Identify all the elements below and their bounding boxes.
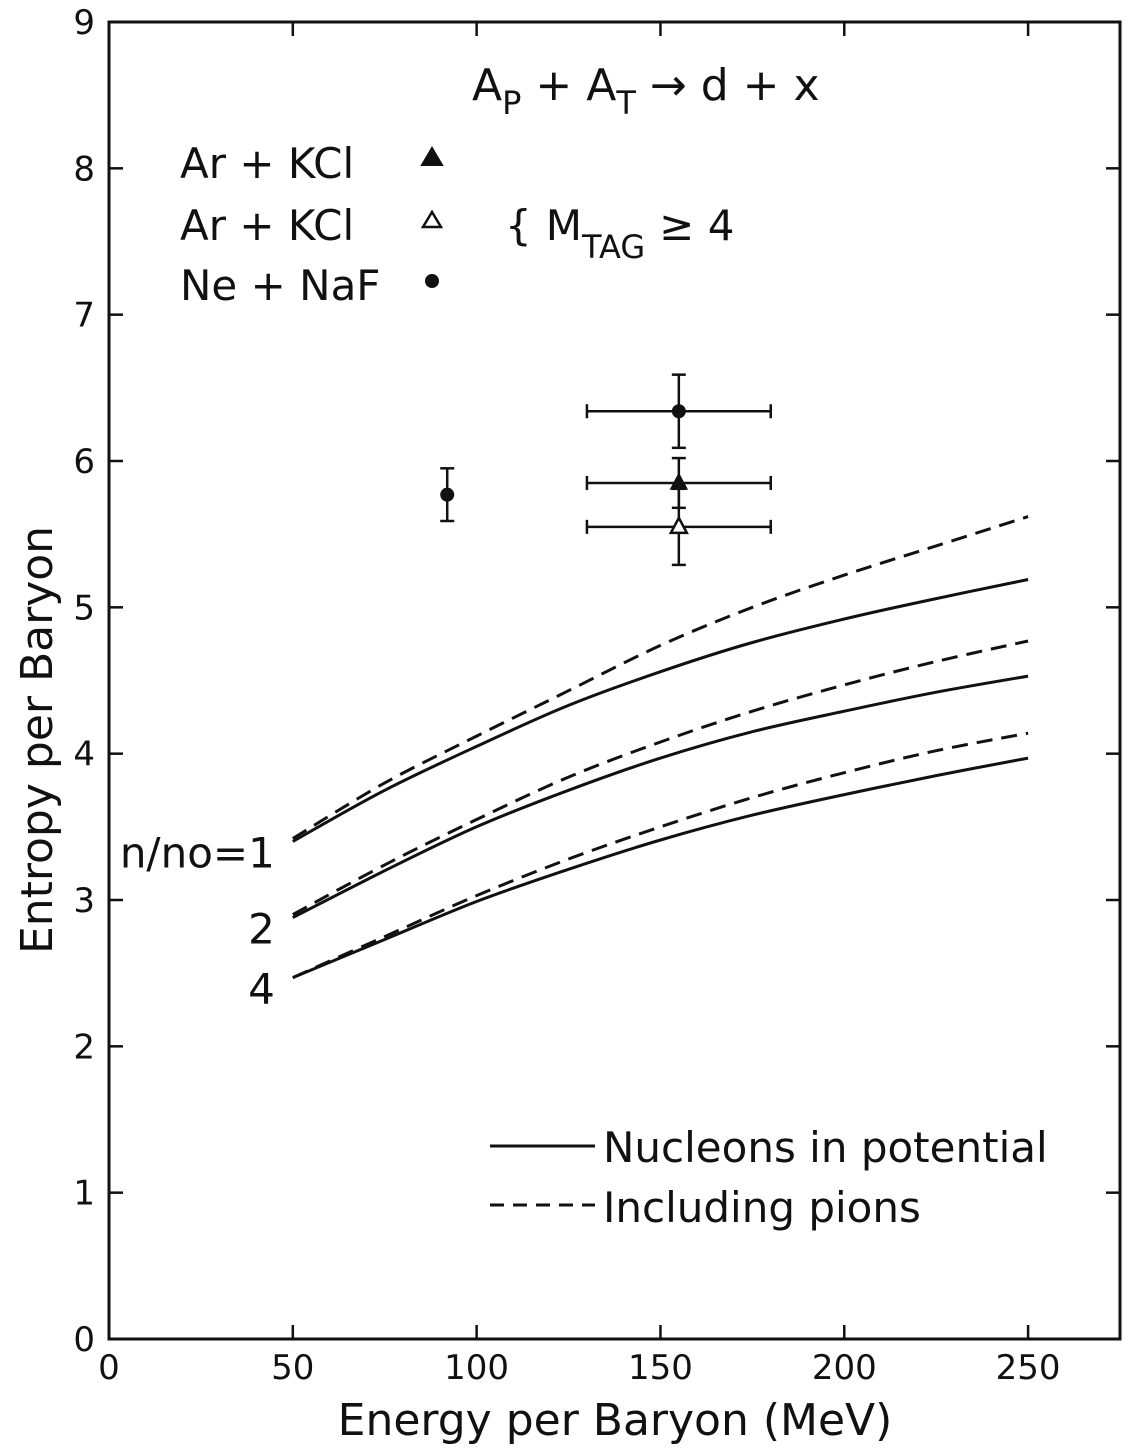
reaction-projectile-sub: P bbox=[502, 84, 521, 122]
y-tick-label: 0 bbox=[73, 1320, 95, 1360]
curve-label-4: 4 bbox=[248, 965, 275, 1014]
marker-legend: Ar + KCl Ar + KCl Ne + NaF bbox=[180, 139, 444, 310]
reaction-target: A bbox=[586, 60, 616, 111]
mtag-condition: ≥ 4 bbox=[659, 201, 734, 250]
curve-labels: n/no=1 2 4 bbox=[120, 828, 275, 1013]
marker-open-triangle bbox=[668, 515, 689, 535]
y-axis-ticks: 0 1 2 3 4 5 6 7 8 9 bbox=[73, 3, 1120, 1360]
reaction-target-sub: T bbox=[615, 84, 636, 122]
mtag-brace: { bbox=[505, 201, 532, 250]
curve-label-2: 2 bbox=[248, 905, 275, 954]
x-tick-label: 100 bbox=[444, 1348, 509, 1388]
marker-filled-circle bbox=[440, 487, 455, 502]
x-tick-label: 200 bbox=[812, 1348, 877, 1388]
reaction-projectile: A bbox=[472, 60, 502, 111]
x-tick-label: 250 bbox=[996, 1348, 1061, 1388]
curve-1-solid bbox=[292, 578, 1029, 843]
line-legend: Nucleons in potential Including pions bbox=[490, 1123, 1048, 1232]
model-curves bbox=[292, 515, 1029, 979]
y-tick-label: 7 bbox=[73, 296, 95, 336]
x-tick-label: 0 bbox=[98, 1348, 120, 1388]
curve-2-dashed bbox=[292, 639, 1029, 916]
curve-2-solid bbox=[292, 674, 1029, 919]
curve-1-dashed bbox=[292, 515, 1029, 840]
mtag-sub: TAG bbox=[581, 228, 645, 266]
data-point-filled-circle bbox=[440, 467, 455, 523]
legend-filled-triangle-marker bbox=[420, 146, 444, 166]
x-axis-ticks: 0 50 100 150 200 250 bbox=[98, 22, 1061, 1388]
legend-dashed-label: Including pions bbox=[603, 1183, 921, 1232]
curve-4-dashed bbox=[292, 731, 1029, 979]
legend-label-ar-kcl-filled: Ar + KCl bbox=[180, 139, 354, 188]
data-point-filled-circle bbox=[585, 373, 772, 450]
y-tick-label: 3 bbox=[73, 881, 95, 921]
curve-label-1: n/no=1 bbox=[120, 828, 275, 877]
x-tick-label: 150 bbox=[628, 1348, 693, 1388]
data-points bbox=[440, 373, 772, 567]
y-tick-label: 5 bbox=[73, 588, 95, 628]
y-axis-title: Entropy per Baryon bbox=[12, 526, 63, 954]
legend-label-ne-naf: Ne + NaF bbox=[180, 261, 380, 310]
y-tick-label: 1 bbox=[73, 1174, 95, 1214]
legend-solid-label: Nucleons in potential bbox=[603, 1123, 1048, 1172]
marker-filled-triangle bbox=[669, 472, 689, 490]
mtag-m: M bbox=[546, 201, 582, 250]
y-tick-label: 2 bbox=[73, 1027, 95, 1067]
x-tick-label: 50 bbox=[271, 1348, 314, 1388]
curve-4-solid bbox=[292, 756, 1029, 979]
legend-label-ar-kcl-open: Ar + KCl bbox=[180, 201, 354, 250]
mtag-annotation: { MTAG ≥ 4 bbox=[505, 201, 734, 266]
legend-filled-circle-marker bbox=[425, 274, 439, 288]
y-tick-label: 4 bbox=[73, 735, 95, 775]
x-axis-title: Energy per Baryon (MeV) bbox=[338, 1395, 893, 1446]
data-point-open-triangle bbox=[585, 487, 772, 567]
y-tick-label: 6 bbox=[73, 442, 95, 482]
plot-frame bbox=[107, 20, 1122, 1341]
marker-filled-circle bbox=[671, 404, 686, 419]
legend-open-triangle-marker bbox=[420, 209, 444, 229]
y-tick-label: 8 bbox=[73, 149, 95, 189]
reaction-products: d + x bbox=[701, 60, 820, 111]
y-tick-label: 9 bbox=[73, 3, 95, 43]
reaction-annotation: AP + AT → d + x bbox=[472, 60, 820, 122]
